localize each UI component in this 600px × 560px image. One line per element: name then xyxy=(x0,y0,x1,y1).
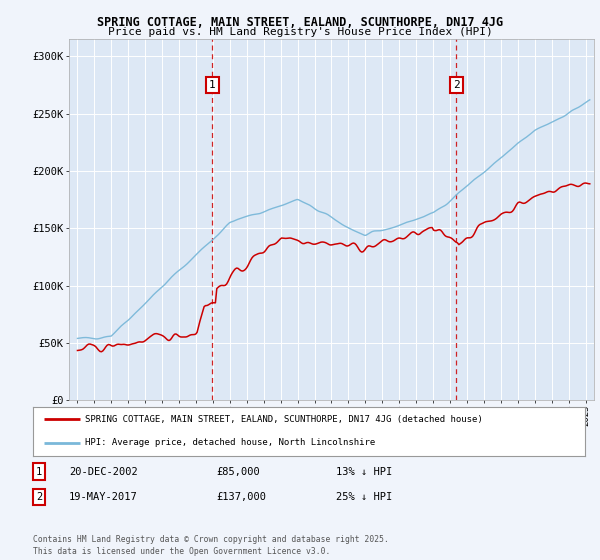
Text: 13% ↓ HPI: 13% ↓ HPI xyxy=(336,466,392,477)
Text: 2: 2 xyxy=(453,80,460,90)
Text: Contains HM Land Registry data © Crown copyright and database right 2025.
This d: Contains HM Land Registry data © Crown c… xyxy=(33,535,389,556)
Text: 25% ↓ HPI: 25% ↓ HPI xyxy=(336,492,392,502)
Text: HPI: Average price, detached house, North Lincolnshire: HPI: Average price, detached house, Nort… xyxy=(85,438,376,447)
Text: 20-DEC-2002: 20-DEC-2002 xyxy=(69,466,138,477)
Text: SPRING COTTAGE, MAIN STREET, EALAND, SCUNTHORPE, DN17 4JG (detached house): SPRING COTTAGE, MAIN STREET, EALAND, SCU… xyxy=(85,415,483,424)
Text: SPRING COTTAGE, MAIN STREET, EALAND, SCUNTHORPE, DN17 4JG: SPRING COTTAGE, MAIN STREET, EALAND, SCU… xyxy=(97,16,503,29)
Text: 19-MAY-2017: 19-MAY-2017 xyxy=(69,492,138,502)
Text: 1: 1 xyxy=(36,466,42,477)
Text: 2: 2 xyxy=(36,492,42,502)
Text: £137,000: £137,000 xyxy=(216,492,266,502)
Text: £85,000: £85,000 xyxy=(216,466,260,477)
Text: 1: 1 xyxy=(209,80,216,90)
Text: Price paid vs. HM Land Registry's House Price Index (HPI): Price paid vs. HM Land Registry's House … xyxy=(107,27,493,37)
